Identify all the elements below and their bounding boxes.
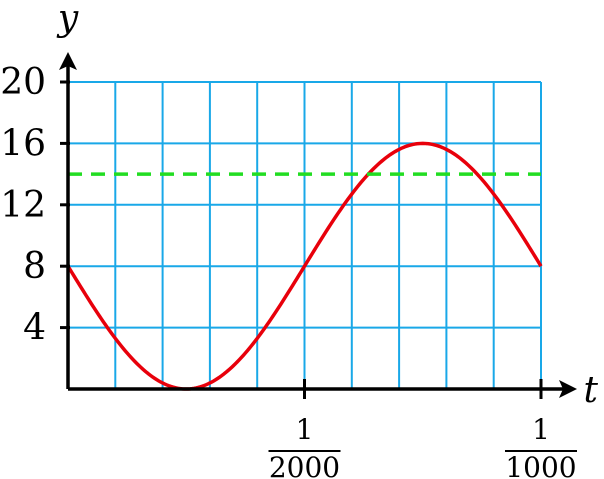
y-tick-label: 16 <box>0 123 46 164</box>
y-tick-label: 8 <box>23 246 46 287</box>
x-axis-label: t <box>584 370 599 411</box>
x-tick-denominator: 1000 <box>505 451 576 479</box>
grid <box>68 81 542 389</box>
y-axis-label: y <box>56 0 79 39</box>
series-layer <box>66 141 543 391</box>
y-tick-label: 12 <box>0 185 46 226</box>
y-tick-label: 4 <box>23 308 46 349</box>
y-tick-label: 20 <box>0 62 46 103</box>
x-tick-numerator: 1 <box>532 413 550 446</box>
axes <box>59 52 577 399</box>
x-tick-denominator: 2000 <box>269 451 340 479</box>
x-axis-arrowhead <box>559 380 577 398</box>
y-axis-arrowhead <box>59 52 77 70</box>
series-sine-curve <box>66 141 543 391</box>
x-tick-numerator: 1 <box>296 413 314 446</box>
